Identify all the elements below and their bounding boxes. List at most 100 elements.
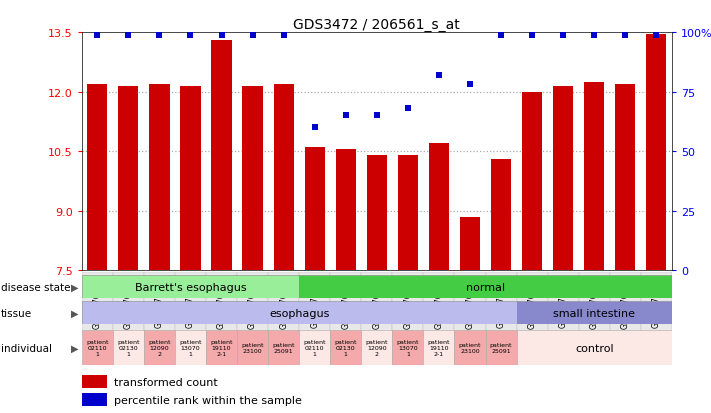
Bar [486, 330, 517, 366]
Bar [175, 330, 206, 366]
Bar [454, 330, 486, 366]
Bar [361, 330, 392, 366]
Text: GSM327647: GSM327647 [466, 281, 474, 328]
Bar [82, 393, 107, 406]
Text: esophagus: esophagus [269, 308, 329, 318]
Bar [175, 273, 206, 337]
Text: ▶: ▶ [70, 308, 78, 318]
Text: individual: individual [1, 343, 52, 353]
Text: patient
02130
1: patient 02130 1 [334, 339, 357, 356]
Bar [367, 156, 387, 271]
Text: GSM327638: GSM327638 [559, 282, 567, 328]
Text: GSM327644: GSM327644 [373, 281, 381, 328]
Bar [641, 273, 672, 337]
Bar [87, 85, 107, 271]
Text: GSM327640: GSM327640 [621, 281, 630, 328]
Text: patient
02110
1: patient 02110 1 [304, 339, 326, 356]
Bar [82, 275, 299, 298]
Bar [144, 330, 175, 366]
Text: normal: normal [466, 282, 505, 292]
Text: patient
23100: patient 23100 [241, 342, 264, 354]
Text: GSM327643: GSM327643 [341, 281, 351, 328]
Text: percentile rank within the sample: percentile rank within the sample [114, 394, 302, 405]
Bar [517, 301, 672, 324]
Bar [82, 375, 107, 388]
Bar [304, 148, 325, 271]
Bar [242, 86, 262, 271]
Text: patient
19110
2-1: patient 19110 2-1 [210, 339, 232, 356]
Bar [460, 217, 480, 271]
Text: patient
12090
2: patient 12090 2 [365, 339, 388, 356]
Bar [615, 85, 636, 271]
Bar [397, 156, 418, 271]
Bar [237, 330, 268, 366]
Text: GSM327650: GSM327650 [124, 281, 133, 328]
Title: GDS3472 / 206561_s_at: GDS3472 / 206561_s_at [294, 18, 460, 32]
Text: control: control [575, 343, 614, 353]
Bar [424, 273, 454, 337]
Bar [268, 273, 299, 337]
Bar [491, 160, 511, 271]
Bar [392, 330, 424, 366]
Bar [299, 330, 330, 366]
Text: patient
13070
1: patient 13070 1 [179, 339, 202, 356]
Text: GSM327645: GSM327645 [403, 281, 412, 328]
Bar [144, 273, 175, 337]
Bar [118, 86, 139, 271]
Text: GSM327637: GSM327637 [528, 281, 537, 328]
Bar [610, 273, 641, 337]
Bar [361, 273, 392, 337]
Text: GSM327646: GSM327646 [434, 281, 444, 328]
Bar [299, 273, 330, 337]
Text: patient
25091: patient 25091 [490, 342, 513, 354]
Bar [274, 85, 294, 271]
Bar [336, 150, 356, 271]
Bar [237, 273, 268, 337]
Bar [268, 330, 299, 366]
Bar [517, 273, 547, 337]
Bar [429, 144, 449, 271]
Text: GSM327641: GSM327641 [652, 282, 661, 328]
Bar [113, 330, 144, 366]
Text: patient
13070
1: patient 13070 1 [397, 339, 419, 356]
Bar [486, 273, 517, 337]
Bar [579, 273, 610, 337]
Text: disease state: disease state [1, 282, 70, 292]
Text: ▶: ▶ [70, 282, 78, 292]
Text: transformed count: transformed count [114, 377, 218, 387]
Text: GSM327653: GSM327653 [217, 281, 226, 328]
Text: patient
02130
1: patient 02130 1 [117, 339, 139, 356]
Bar [517, 330, 672, 366]
Bar [181, 86, 201, 271]
Text: ▶: ▶ [70, 343, 78, 353]
Text: GSM327639: GSM327639 [589, 281, 599, 328]
Text: Barrett's esophagus: Barrett's esophagus [134, 282, 246, 292]
Text: GSM327654: GSM327654 [248, 281, 257, 328]
Bar [211, 41, 232, 271]
Bar [206, 273, 237, 337]
Bar [149, 85, 169, 271]
Bar [547, 273, 579, 337]
Bar [299, 275, 672, 298]
Bar [553, 86, 573, 271]
Text: GSM327649: GSM327649 [93, 281, 102, 328]
Text: small intestine: small intestine [553, 308, 635, 318]
Bar [82, 301, 517, 324]
Text: GSM327655: GSM327655 [279, 281, 288, 328]
Text: patient
25091: patient 25091 [272, 342, 295, 354]
Text: patient
19110
2-1: patient 19110 2-1 [428, 339, 450, 356]
Bar [584, 83, 604, 271]
Text: patient
12090
2: patient 12090 2 [148, 339, 171, 356]
Bar [82, 273, 113, 337]
Bar [82, 330, 113, 366]
Text: tissue: tissue [1, 308, 32, 318]
Bar [330, 330, 361, 366]
Text: patient
23100: patient 23100 [459, 342, 481, 354]
Bar [424, 330, 454, 366]
Bar [113, 273, 144, 337]
Bar [330, 273, 361, 337]
Text: GSM327652: GSM327652 [186, 282, 195, 328]
Bar [646, 35, 666, 271]
Text: GSM327648: GSM327648 [496, 282, 506, 328]
Text: patient
02110
1: patient 02110 1 [86, 339, 109, 356]
